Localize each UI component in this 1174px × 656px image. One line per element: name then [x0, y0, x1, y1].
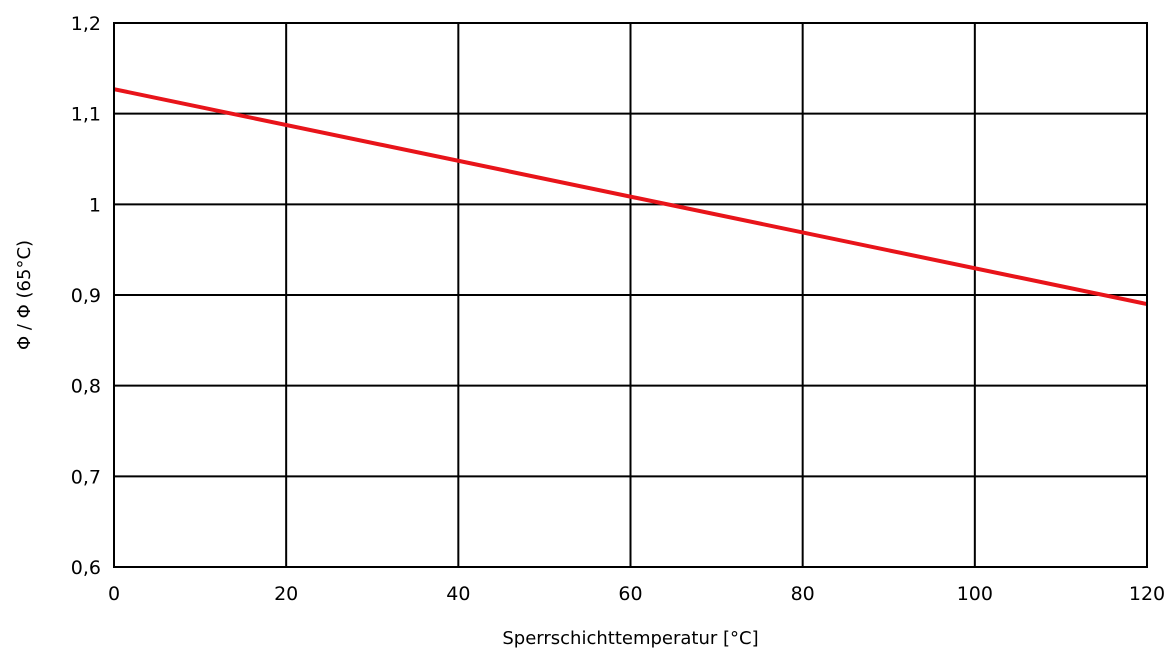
y-tick-label: 1,2 — [71, 13, 101, 35]
y-tick-label: 0,6 — [71, 557, 101, 579]
x-tick-label: 80 — [791, 583, 815, 605]
y-axis-tick-labels: 0,6 0,7 0,8 0,9 1 1,1 1,2 — [71, 13, 101, 579]
plot-frame — [113, 22, 1148, 568]
y-tick-label: 0,7 — [71, 466, 101, 488]
y-tick-label: 1 — [89, 194, 101, 216]
y-axis-title: Φ / Φ (65°C) — [14, 240, 35, 350]
x-tick-label: 0 — [108, 583, 120, 605]
x-tick-label: 100 — [957, 583, 993, 605]
x-tick-label: 60 — [618, 583, 642, 605]
series-line — [113, 87, 1148, 307]
x-tick-label: 40 — [446, 583, 470, 605]
grid-lines — [113, 22, 1148, 568]
y-tick-label: 0,8 — [71, 376, 101, 398]
x-tick-label: 20 — [274, 583, 298, 605]
y-tick-label: 1,1 — [71, 104, 101, 126]
data-series — [113, 87, 1148, 307]
x-tick-label: 120 — [1129, 583, 1165, 605]
x-axis-tick-labels: 0 20 40 60 80 100 120 — [108, 583, 1165, 605]
y-tick-label: 0,9 — [71, 285, 101, 307]
x-axis-title: Sperrschichttemperatur [°C] — [502, 628, 758, 649]
